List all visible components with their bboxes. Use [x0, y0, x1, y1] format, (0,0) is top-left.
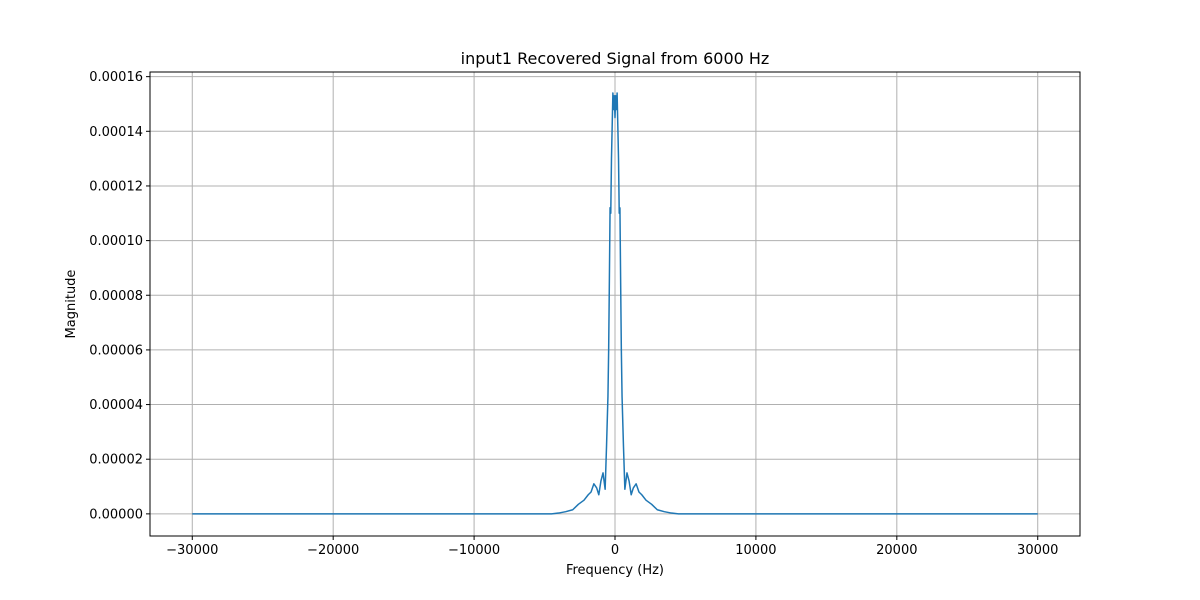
y-tick-label: 0.00004 — [89, 398, 143, 413]
grid-lines — [150, 72, 1080, 536]
series-layer — [192, 92, 1038, 515]
y-tick-label: 0.00012 — [89, 179, 143, 194]
y-tick-label: 0.00008 — [89, 289, 143, 304]
x-tick-label: −30000 — [166, 543, 218, 558]
axis-ticks: −30000 −20000 −10000 0 10000 20000 30000 0.0000… — [89, 70, 1058, 558]
y-tick-label: 0.00010 — [89, 234, 143, 249]
y-tick-label: 0.00006 — [89, 343, 143, 358]
x-tick-label: 10000 — [735, 543, 776, 558]
y-tick-label: 0.00016 — [89, 70, 143, 85]
x-tick-label: −20000 — [307, 543, 359, 558]
x-tick-label: 30000 — [1017, 543, 1058, 558]
plot-area — [192, 92, 1038, 515]
y-tick-label: 0.00002 — [89, 453, 143, 468]
x-tick-label: 20000 — [876, 543, 917, 558]
chart-title: input1 Recovered Signal from 6000 Hz — [461, 49, 770, 68]
x-tick-label: −10000 — [448, 543, 500, 558]
y-tick-label: 0.00000 — [89, 507, 143, 522]
series-line — [192, 92, 1038, 515]
y-axis-label: Magnitude — [64, 270, 79, 339]
y-tick-label: 0.00014 — [89, 125, 143, 140]
x-tick-label: 0 — [611, 543, 619, 558]
x-axis-label: Frequency (Hz) — [566, 563, 664, 578]
